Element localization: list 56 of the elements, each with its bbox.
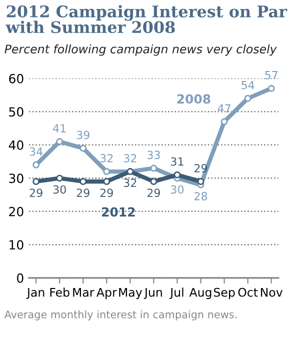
data-label: 29	[76, 188, 90, 198]
x-tick-label: Jun	[144, 288, 162, 299]
x-tick-label: Jul	[169, 288, 184, 299]
data-label: 30	[171, 185, 184, 194]
y-tick-label: 10	[10, 240, 24, 250]
series-label: 2012	[102, 207, 135, 217]
data-label: 57	[265, 71, 278, 80]
x-tick-label: Sep	[214, 288, 235, 300]
data-label: 28	[194, 192, 208, 200]
y-tick-label: 0	[17, 273, 24, 283]
text: Average monthly interest in campaign news.	[4, 310, 237, 320]
point	[103, 178, 110, 185]
x-tick-label: Mar	[73, 288, 94, 297]
data-label: 34	[30, 147, 43, 156]
x-tick-label: Feb	[50, 288, 70, 297]
point	[56, 138, 64, 146]
point	[268, 84, 275, 92]
data-label: 30	[53, 185, 66, 194]
point	[197, 178, 204, 185]
data-label: 39	[76, 130, 90, 140]
chart-subtitle: Percent following campaign news very closely	[4, 44, 277, 56]
point	[174, 171, 181, 178]
data-label: 41	[53, 124, 66, 132]
y-tick-label: 40	[8, 140, 24, 150]
x-tick-label: Nov	[260, 288, 283, 297]
data-label: 33	[147, 150, 160, 160]
point	[244, 94, 252, 102]
x-tick-label: May	[119, 288, 142, 300]
point	[80, 178, 87, 185]
x-tick-label: Jan	[26, 288, 44, 299]
point	[80, 144, 87, 152]
point	[56, 174, 64, 182]
data-label: 47	[218, 104, 230, 112]
data-label: 29	[147, 188, 160, 198]
y-tick-label: 60	[9, 74, 24, 84]
data-label: 29	[100, 188, 113, 198]
series-label: 2008	[177, 94, 210, 104]
x-tick-label: Aug	[189, 288, 212, 300]
chart-title: 2012 Campaign Interest on Par with Summer 2008	[6, 5, 288, 34]
point	[103, 168, 110, 175]
data-label: 32	[100, 154, 113, 162]
point	[150, 178, 158, 185]
point	[220, 118, 228, 126]
data-label: 32	[124, 154, 136, 162]
x-tick-label: Apr	[96, 288, 117, 300]
data-label: 32	[124, 178, 136, 188]
point	[32, 161, 40, 168]
x-tick-label: Oct	[238, 288, 258, 297]
data-label: 54	[242, 81, 254, 90]
data-label: 31	[171, 157, 184, 166]
point	[32, 178, 40, 185]
y-tick-label: 50	[9, 107, 24, 117]
y-tick-label: 30	[9, 174, 24, 184]
y-tick-label: 20	[9, 206, 24, 216]
data-label: 29	[30, 188, 42, 198]
point	[150, 164, 158, 172]
